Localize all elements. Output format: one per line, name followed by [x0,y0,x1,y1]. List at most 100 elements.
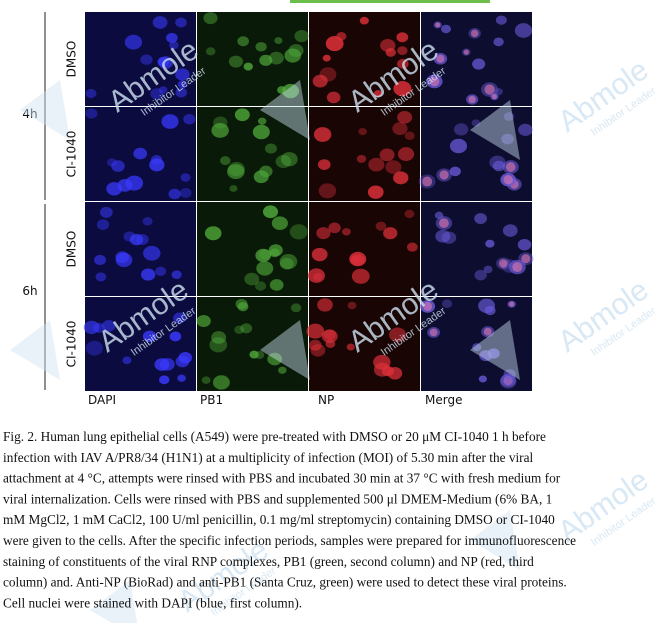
cell [169,331,182,342]
cell [168,188,181,200]
micrograph [197,107,308,201]
cell [502,224,518,237]
cell [142,330,157,343]
cell [122,356,132,365]
cell [211,331,227,344]
micrograph [197,202,308,296]
cell [282,83,299,99]
cell [279,253,298,270]
cell [317,159,331,170]
cell [492,160,506,172]
cell [397,110,413,124]
cell [205,47,216,56]
caption-line: were given to the cells. After the speci… [3,533,576,548]
cell [306,323,325,339]
caption-line: Cell nuclei were stained with DAPI (blue… [3,595,302,610]
cell [209,337,228,353]
cell [171,270,182,279]
cell [397,58,409,69]
cell [124,34,143,50]
cell [267,352,283,366]
cell [505,162,516,172]
cell [404,131,415,140]
cell [158,86,168,94]
cell [379,148,395,162]
cell [175,17,187,28]
cell [503,112,515,121]
cell [244,272,260,286]
cell [240,323,253,334]
watermark-shape [260,80,310,140]
cell [503,174,513,185]
cell [278,366,287,374]
cell [359,16,369,25]
cell [85,108,98,119]
cell [169,41,179,50]
cell [255,248,271,263]
cell [472,343,482,352]
cell [271,216,288,231]
cell [514,23,533,38]
caption-line: column) and. Anti-NP (BioRad) and anti-P… [3,575,567,590]
cell [165,32,178,43]
cell [342,228,351,236]
cell [383,227,398,240]
cell [521,254,531,264]
cell [392,122,408,136]
cell [434,211,444,219]
cell [453,123,469,136]
cell [397,46,408,56]
cell [95,272,107,282]
cell [150,88,164,100]
cell [177,374,186,382]
cell [356,154,367,163]
cell [483,327,492,336]
cell [275,154,292,169]
column-label: DAPI [88,393,116,407]
cell [406,242,418,252]
row-label: DMSO [65,231,79,268]
cell [474,213,487,224]
cell [441,231,457,244]
cell [325,35,344,52]
cell [274,37,283,45]
cell [243,62,253,71]
cell [319,67,337,82]
row-label: DMSO [65,41,79,78]
cell [440,24,452,34]
cell [94,254,107,266]
cell [484,84,495,95]
cell [265,143,277,154]
cell [518,123,533,136]
cell [310,344,326,357]
caption-line: infection with IAV A/PR8/34 (H1N1) at a … [3,450,533,465]
cell [284,48,302,63]
cell [133,147,148,160]
cell [396,32,409,43]
cell [204,226,222,241]
cell [280,152,298,167]
cell [256,261,274,276]
cell [423,301,433,311]
cell [237,36,249,47]
cell [99,206,113,218]
cell [268,244,283,257]
cell [255,281,267,291]
cell [96,219,110,230]
cell [253,170,269,184]
cell [129,233,144,246]
cell [201,376,211,384]
cell [141,268,156,281]
cell [471,119,481,127]
caption-line: mM MgCl2, 1 mM CaCl2, 100 U/ml penicilli… [3,512,555,527]
cell [318,183,337,199]
cell [387,367,403,380]
cell [512,261,523,273]
time-label: 4h [22,107,37,121]
cell [375,221,387,231]
cell [257,117,267,125]
caption-line: viral internalization. Cells were rinsed… [3,491,552,506]
cell [439,170,449,180]
watermark-shape [470,320,520,380]
cell [294,29,309,43]
